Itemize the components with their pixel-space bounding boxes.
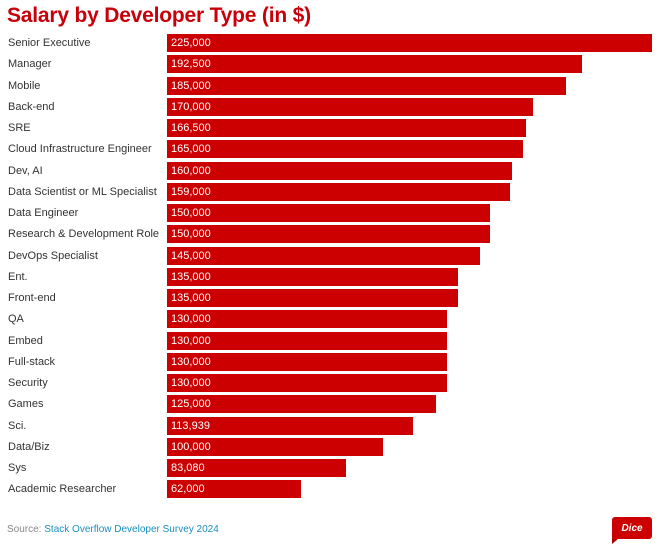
chart-title: Salary by Developer Type (in $) (7, 4, 311, 27)
value-label: 135,000 (171, 292, 211, 304)
bar (167, 310, 448, 329)
category-label: Data Scientist or ML Specialist (8, 185, 157, 198)
bar (167, 34, 652, 52)
value-label: 150,000 (171, 207, 211, 219)
source-note: Source: Stack Overflow Developer Survey … (7, 524, 219, 535)
category-label: Data/Biz (8, 440, 50, 453)
value-label: 130,000 (171, 355, 211, 368)
bar (167, 480, 301, 499)
category-label: Data Engineer (8, 207, 79, 219)
value-label: 159,000 (171, 185, 211, 198)
bar (167, 416, 413, 435)
category-label: Senior Executive (8, 37, 91, 49)
value-label: 185,000 (171, 79, 211, 92)
category-label: Embed (8, 334, 43, 347)
category-label: QA (8, 313, 24, 326)
bar (167, 395, 437, 414)
value-label: 135,000 (171, 270, 211, 283)
bar (167, 225, 491, 244)
bar (167, 55, 582, 74)
value-label: 100,000 (171, 440, 211, 453)
category-label: Front-end (8, 292, 56, 304)
bar (167, 182, 510, 201)
value-label: 160,000 (171, 164, 211, 177)
category-label: Dev, AI (8, 164, 43, 177)
value-label: 165,000 (171, 143, 211, 156)
category-label: Academic Researcher (8, 483, 117, 496)
bar (167, 331, 448, 350)
bar (167, 459, 347, 477)
source-link[interactable]: Stack Overflow Developer Survey 2024 (44, 524, 219, 535)
bar (167, 267, 458, 286)
value-label: 113,939 (171, 419, 210, 432)
category-label: Games (8, 398, 44, 411)
category-label: DevOps Specialist (8, 249, 98, 262)
category-label: Manager (8, 58, 52, 71)
bar (167, 289, 458, 307)
value-label: 166,500 (171, 122, 211, 134)
value-label: 225,000 (171, 37, 211, 49)
category-label: Sys (8, 462, 27, 474)
category-label: Mobile (8, 79, 41, 92)
category-label: Full-stack (8, 355, 56, 368)
category-label: Sci. (8, 419, 27, 432)
bar (167, 352, 448, 371)
bar (167, 204, 491, 222)
value-label: 83,080 (171, 462, 205, 474)
value-label: 192,500 (171, 58, 211, 71)
bar (167, 140, 523, 159)
bar (167, 374, 448, 392)
bar-chart: Senior Executive 225,000 Manager 192,500 Mob… (8, 34, 652, 499)
value-label: 150,000 (171, 228, 211, 241)
category-label: Back-end (8, 100, 55, 113)
category-label: Security (8, 377, 48, 389)
category-label: Research & Development Role (8, 228, 160, 241)
bar (167, 97, 534, 116)
category-label: Ent. (8, 270, 28, 283)
value-label: 130,000 (171, 334, 211, 347)
bar (167, 119, 526, 137)
bar (167, 161, 512, 180)
value-label: 130,000 (171, 377, 211, 389)
category-label: SRE (8, 122, 31, 134)
category-label: Cloud Infrastructure Engineer (8, 143, 152, 156)
value-label: 125,000 (171, 398, 211, 411)
source-prefix: Source: (7, 524, 45, 535)
value-label: 170,000 (171, 100, 211, 113)
value-label: 62,000 (171, 483, 205, 496)
dice-logo: Dice (612, 517, 652, 544)
bar (167, 437, 383, 456)
value-label: 130,000 (171, 313, 211, 326)
bar (167, 246, 480, 265)
value-label: 145,000 (171, 249, 211, 262)
bar (167, 76, 566, 95)
